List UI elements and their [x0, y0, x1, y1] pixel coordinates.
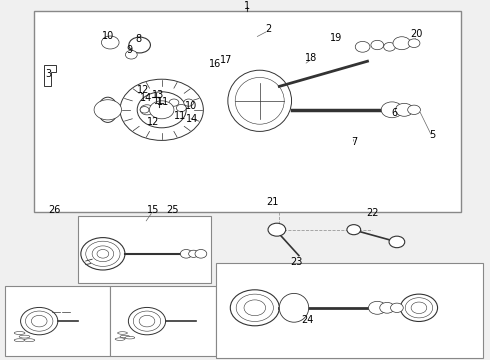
Circle shape: [133, 311, 161, 331]
Text: 12: 12: [147, 117, 160, 127]
Text: 8: 8: [136, 34, 142, 44]
Circle shape: [128, 307, 166, 335]
Text: 17: 17: [220, 55, 233, 66]
Text: 20: 20: [410, 29, 423, 39]
Text: 1: 1: [245, 1, 250, 12]
Ellipse shape: [98, 97, 118, 122]
Text: 11: 11: [174, 111, 186, 121]
Circle shape: [371, 40, 384, 50]
Circle shape: [125, 50, 137, 59]
Text: 2: 2: [266, 24, 271, 34]
Circle shape: [368, 301, 386, 314]
Circle shape: [92, 246, 114, 262]
Bar: [216, 263, 483, 358]
Ellipse shape: [235, 77, 284, 124]
Bar: [5, 286, 110, 356]
Text: 26: 26: [49, 204, 61, 215]
Text: 10: 10: [102, 31, 114, 41]
Circle shape: [149, 101, 174, 119]
Circle shape: [381, 102, 403, 118]
Ellipse shape: [120, 336, 130, 338]
Circle shape: [86, 241, 120, 266]
Circle shape: [81, 238, 125, 270]
Circle shape: [244, 300, 266, 316]
Text: 14: 14: [186, 114, 199, 124]
Text: 25: 25: [166, 204, 179, 215]
Circle shape: [184, 99, 194, 106]
Circle shape: [236, 294, 273, 321]
Text: 19: 19: [330, 33, 342, 43]
Circle shape: [393, 37, 411, 50]
Ellipse shape: [24, 339, 35, 342]
Circle shape: [31, 315, 47, 327]
Circle shape: [268, 223, 286, 236]
Ellipse shape: [19, 335, 30, 338]
Circle shape: [230, 290, 279, 326]
Circle shape: [384, 42, 395, 51]
Text: 6: 6: [392, 108, 397, 118]
Text: 3: 3: [45, 69, 51, 79]
Circle shape: [180, 249, 192, 258]
Text: 12: 12: [137, 85, 149, 95]
Text: 24: 24: [301, 315, 314, 325]
Ellipse shape: [118, 332, 127, 334]
Circle shape: [21, 307, 58, 335]
Circle shape: [408, 39, 420, 48]
Circle shape: [389, 236, 405, 248]
Text: 21: 21: [266, 197, 278, 207]
Text: 22: 22: [366, 208, 379, 218]
Circle shape: [411, 302, 427, 314]
Bar: [34, 11, 461, 212]
Text: 16: 16: [209, 59, 221, 69]
Ellipse shape: [125, 337, 135, 339]
Ellipse shape: [115, 338, 125, 341]
Circle shape: [380, 302, 394, 313]
Circle shape: [405, 298, 433, 318]
Text: 7: 7: [351, 137, 357, 147]
Text: 18: 18: [305, 53, 318, 63]
Circle shape: [408, 105, 420, 114]
Circle shape: [347, 225, 361, 235]
Text: 11: 11: [157, 96, 169, 107]
Circle shape: [395, 103, 413, 116]
Circle shape: [97, 249, 109, 258]
Circle shape: [189, 250, 198, 257]
Text: 23: 23: [290, 257, 303, 267]
Circle shape: [139, 315, 155, 327]
Text: 5: 5: [429, 130, 435, 140]
Bar: [78, 216, 211, 283]
Circle shape: [400, 294, 438, 321]
Ellipse shape: [279, 293, 309, 322]
Circle shape: [355, 41, 370, 52]
Circle shape: [391, 303, 403, 312]
Circle shape: [140, 105, 154, 115]
Circle shape: [101, 36, 119, 49]
Text: 10: 10: [185, 101, 197, 111]
Circle shape: [137, 92, 186, 128]
Circle shape: [129, 37, 150, 53]
Circle shape: [94, 100, 122, 120]
Circle shape: [25, 311, 53, 331]
Text: 9: 9: [127, 45, 133, 55]
Circle shape: [120, 79, 203, 140]
Circle shape: [176, 104, 186, 112]
Text: 13: 13: [152, 90, 164, 100]
Ellipse shape: [228, 70, 292, 131]
Text: 15: 15: [147, 204, 159, 215]
Ellipse shape: [14, 339, 25, 342]
Ellipse shape: [14, 332, 25, 334]
Circle shape: [140, 107, 149, 113]
Text: 14: 14: [140, 93, 152, 103]
Circle shape: [195, 249, 207, 258]
Polygon shape: [44, 65, 56, 86]
Bar: [110, 286, 216, 356]
Circle shape: [169, 99, 179, 106]
